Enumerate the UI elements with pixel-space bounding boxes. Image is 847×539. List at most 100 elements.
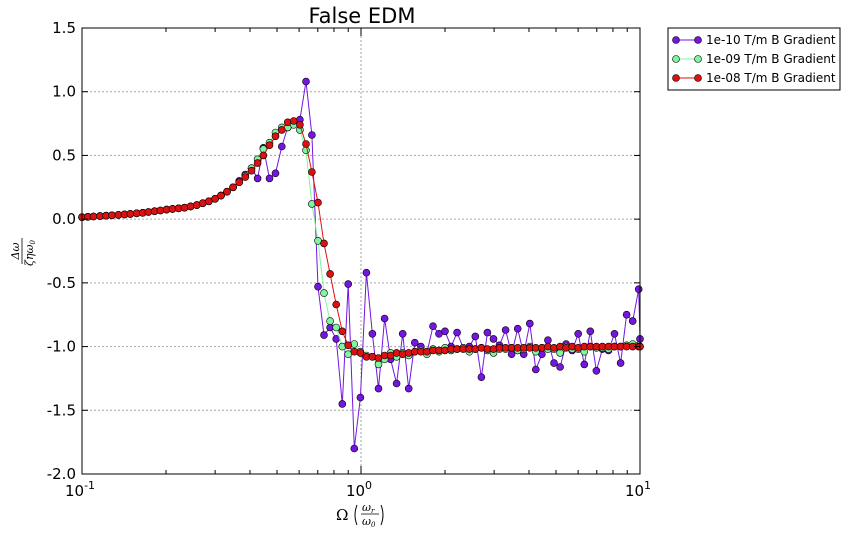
data-point — [302, 140, 310, 148]
y-tick-label: 1.0 — [52, 83, 76, 101]
x-axis-label: Ω ωr ω0 — [336, 501, 384, 529]
data-point — [483, 328, 492, 337]
data-point — [423, 347, 431, 356]
series-layer — [78, 77, 644, 453]
x-tick-label: 100 — [346, 479, 372, 500]
data-point — [259, 151, 268, 160]
y-tick-label: -1.5 — [47, 401, 76, 419]
y-tick-label: 0.5 — [52, 146, 76, 164]
x-tick-label: 10-1 — [65, 479, 95, 500]
data-point — [302, 77, 310, 86]
data-point — [241, 173, 250, 181]
data-point — [320, 239, 328, 248]
legend: 1e-10 T/m B Gradient 1e-09 T/m B Gradient… — [667, 27, 841, 91]
data-point — [429, 322, 437, 331]
data-point — [126, 210, 135, 218]
data-point — [217, 191, 225, 200]
legend-marker — [694, 55, 702, 63]
data-point — [326, 270, 334, 278]
legend-marker — [672, 36, 680, 44]
data-point — [550, 343, 558, 352]
legend-marker — [672, 55, 680, 63]
data-point — [332, 300, 341, 309]
data-point — [344, 341, 353, 350]
x-tick-labels: 10-1 100 101 — [65, 479, 651, 500]
data-point — [610, 329, 619, 338]
data-point — [525, 319, 534, 328]
data-point — [247, 166, 256, 175]
data-point — [374, 360, 383, 369]
data-point — [501, 326, 510, 334]
data-point — [556, 363, 564, 371]
data-point — [235, 178, 243, 186]
x-axis-label-prefix: Ω — [336, 506, 348, 524]
y-label-numerator: Δω — [9, 243, 22, 261]
data-point — [580, 360, 589, 369]
data-point — [108, 211, 116, 220]
data-point — [513, 324, 522, 333]
data-point — [574, 329, 583, 338]
data-point — [398, 329, 407, 338]
data-point — [574, 343, 583, 352]
data-point — [356, 393, 365, 402]
data-point — [362, 268, 371, 277]
data-point — [211, 195, 219, 203]
data-point — [89, 212, 98, 221]
legend-label: 1e-10 T/m B Gradient — [706, 33, 836, 47]
data-point — [368, 352, 377, 361]
data-point — [586, 327, 595, 336]
data-point — [223, 187, 231, 196]
data-point — [320, 331, 328, 339]
x-label-numerator: ωr — [362, 501, 375, 515]
axis-ticks — [81, 27, 641, 475]
data-point — [277, 126, 286, 134]
data-point — [489, 335, 498, 343]
data-point — [144, 208, 153, 216]
legend-marker — [672, 74, 680, 82]
data-point — [320, 289, 328, 297]
legend-label: 1e-09 T/m B Gradient — [706, 52, 836, 66]
data-point — [562, 343, 570, 352]
data-point — [550, 359, 558, 367]
data-point — [271, 169, 280, 178]
data-point — [156, 206, 165, 215]
data-point — [271, 132, 280, 141]
data-point — [592, 366, 601, 375]
data-point — [265, 141, 274, 149]
data-point — [410, 338, 419, 347]
data-point — [296, 121, 304, 129]
data-point — [471, 332, 480, 341]
x-label-right-paren — [380, 504, 384, 526]
data-point — [404, 384, 413, 393]
legend-entry-3: 1e-08 T/m B Gradient — [672, 71, 836, 85]
data-point — [302, 146, 310, 155]
data-point — [622, 310, 631, 319]
y-tick-labels: 1.5 1.0 0.5 0.0 -0.5 -1.0 -1.5 -2.0 — [47, 19, 76, 483]
data-point — [350, 444, 359, 453]
y-tick-label: -0.5 — [47, 274, 76, 292]
data-point — [326, 317, 334, 325]
data-point — [186, 202, 195, 211]
data-point — [471, 345, 480, 353]
series-3 — [78, 117, 644, 362]
data-point — [634, 285, 643, 294]
data-point — [544, 342, 552, 351]
data-point — [314, 198, 322, 207]
y-tick-label: 1.5 — [52, 19, 76, 37]
data-point — [332, 323, 341, 332]
data-point — [404, 349, 413, 357]
x-label-left-paren — [354, 504, 358, 526]
data-point — [368, 329, 377, 338]
data-point — [441, 346, 449, 355]
data-point — [544, 336, 552, 345]
data-point — [453, 328, 461, 337]
data-point — [180, 203, 189, 212]
data-point — [338, 400, 347, 408]
data-point — [531, 365, 540, 374]
x-tick-label: 101 — [625, 479, 651, 500]
data-point — [277, 142, 286, 151]
data-point — [477, 373, 486, 382]
data-point — [308, 200, 316, 208]
legend-marker — [694, 36, 702, 44]
y-tick-label: -1.0 — [47, 338, 76, 356]
